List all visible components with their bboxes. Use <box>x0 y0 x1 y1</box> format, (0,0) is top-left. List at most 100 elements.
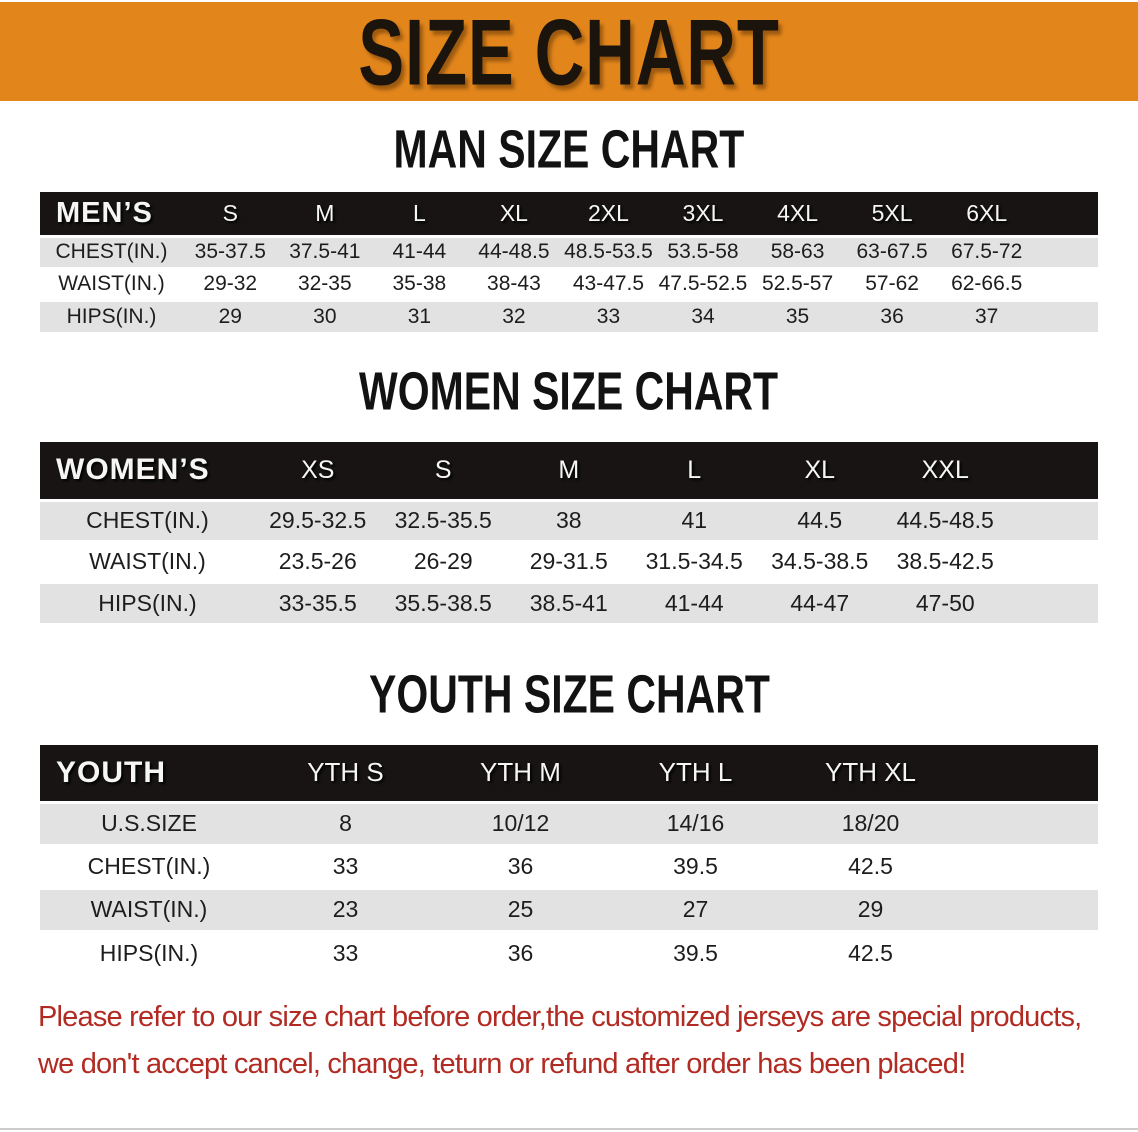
size-value: 23 <box>332 896 359 922</box>
size-value: 43-47.5 <box>572 272 645 295</box>
row-label: HIPS(IN.) <box>98 589 197 616</box>
row-spacer <box>1034 268 1098 300</box>
size-value: 37.5-41 <box>289 240 361 263</box>
column-header: XL <box>804 455 836 484</box>
header-spacer <box>1034 192 1098 236</box>
size-value: 33 <box>332 939 359 966</box>
footer-line-1: Please refer to our size chart before or… <box>38 1001 1082 1033</box>
size-value: 47.5-52.5 <box>658 272 748 295</box>
row-label: CHEST(IN.) <box>87 853 211 879</box>
size-value: 29 <box>218 304 242 328</box>
size-value: 63-67.5 <box>856 240 928 263</box>
size-value: 29-31.5 <box>529 548 608 574</box>
size-value: 36 <box>507 939 534 966</box>
column-header: 5XL <box>871 199 913 226</box>
size-value: 34.5-38.5 <box>771 548 869 574</box>
column-header: YTH M <box>480 757 561 788</box>
column-header: YTH XL <box>824 757 917 788</box>
size-value: 67.5-72 <box>951 240 1023 263</box>
size-value: 31 <box>407 304 432 328</box>
column-header: L <box>687 455 702 484</box>
section-heading-mens: MAN SIZE CHART <box>0 118 1138 180</box>
column-header: XS <box>301 455 335 484</box>
size-value: 8 <box>339 810 352 836</box>
row-spacer <box>1008 541 1098 582</box>
size-value: 38.5-41 <box>529 589 608 616</box>
column-header: XXL <box>921 455 969 484</box>
size-value: 14/16 <box>666 810 725 836</box>
size-value: 18/20 <box>841 810 900 836</box>
size-value: 33 <box>332 853 359 879</box>
size-value: 32-35 <box>297 272 352 295</box>
table-row: HIPS(IN.) 33-35.5 35.5-38.5 38.5-41 41-44 44-… <box>40 582 1098 623</box>
size-value: 10/12 <box>491 810 550 836</box>
size-value: 27 <box>682 896 709 922</box>
size-value: 23.5-26 <box>278 548 357 574</box>
section-womens: WOMEN SIZE CHART WOMEN’S XS S M L XL XXL CHEST(I… <box>0 360 1138 623</box>
size-value: 39.5 <box>673 939 718 966</box>
column-header: 3XL <box>682 199 724 226</box>
column-header: XL <box>499 199 528 226</box>
section-heading-text: WOMEN SIZE CHART <box>359 360 779 422</box>
size-value: 29 <box>857 896 884 922</box>
footer-line-2: we don't accept cancel, change, teturn o… <box>38 1048 966 1080</box>
table-row: CHEST(IN.) 35-37.5 37.5-41 41-44 44-48.5 48.5… <box>40 236 1098 268</box>
size-value: 33 <box>596 304 621 328</box>
table-row: WAIST(IN.) 23.5-26 26-29 29-31.5 31.5-34.5 34… <box>40 541 1098 582</box>
column-header: L <box>412 199 426 226</box>
column-header: M <box>315 199 335 226</box>
row-spacer <box>958 888 1098 931</box>
column-header: S <box>434 455 452 484</box>
bottom-divider <box>0 1128 1138 1130</box>
header-row: MEN’S S M L XL 2XL 3XL 4XL 5XL 6XL <box>40 192 1098 236</box>
size-value: 34 <box>691 304 715 328</box>
size-value: 44.5 <box>797 507 843 533</box>
size-value: 41 <box>681 507 708 533</box>
size-value: 62-66.5 <box>951 272 1023 295</box>
size-value: 57-62 <box>865 272 919 295</box>
row-spacer <box>1034 236 1098 268</box>
mens-size-table: MEN’S S M L XL 2XL 3XL 4XL 5XL 6XL CHEST(IN.) 35-37… <box>40 192 1098 332</box>
size-value: 33-35.5 <box>278 589 357 616</box>
size-value: 47-50 <box>915 589 975 616</box>
table-row: CHEST(IN.) 29.5-32.5 32.5-35.5 38 41 44.5 44.5… <box>40 500 1098 541</box>
size-value: 29-32 <box>203 272 258 295</box>
table-row: CHEST(IN.) 33 36 39.5 42.5 <box>40 845 1098 888</box>
row-label: WAIST(IN.) <box>58 272 165 295</box>
size-value: 35-37.5 <box>194 240 266 263</box>
size-value: 36 <box>507 853 534 879</box>
group-label: WOMEN’S <box>56 453 210 487</box>
section-heading-text: MAN SIZE CHART <box>393 118 745 180</box>
group-label: MEN’S <box>56 196 153 229</box>
table-row: HIPS(IN.) 33 36 39.5 42.5 <box>40 931 1098 974</box>
column-header: S <box>222 199 238 226</box>
row-spacer <box>958 931 1098 974</box>
column-header: 2XL <box>587 199 629 226</box>
row-label: HIPS(IN.) <box>99 939 199 966</box>
row-spacer <box>958 845 1098 888</box>
size-value: 31.5-34.5 <box>645 548 743 574</box>
column-header: YTH L <box>658 757 733 788</box>
row-label: WAIST(IN.) <box>90 896 208 922</box>
size-value: 48.5-53.5 <box>564 240 653 263</box>
section-heading-youth: YOUTH SIZE CHART <box>0 667 1138 721</box>
header-spacer <box>1008 442 1098 500</box>
group-label: YOUTH <box>56 755 166 789</box>
size-value: 58-63 <box>770 240 825 263</box>
youth-size-table: YOUTH YTH S YTH M YTH L YTH XL U.S.SIZE 8 10/12… <box>40 745 1098 974</box>
size-value: 35-38 <box>392 272 447 295</box>
size-value: 44.5-48.5 <box>896 507 994 533</box>
size-value: 37 <box>975 304 999 328</box>
table-row: WAIST(IN.) 29-32 32-35 35-38 38-43 43-47.5 47.… <box>40 268 1098 300</box>
row-spacer <box>1008 500 1098 541</box>
header-row: WOMEN’S XS S M L XL XXL <box>40 442 1098 500</box>
section-youth: YOUTH SIZE CHART YOUTH YTH S YTH M YTH L YTH … <box>0 667 1138 974</box>
size-value: 39.5 <box>673 853 718 879</box>
size-value: 42.5 <box>848 939 893 966</box>
row-label: CHEST(IN.) <box>86 507 209 533</box>
row-label: U.S.SIZE <box>101 810 197 836</box>
size-value: 42.5 <box>848 853 893 879</box>
header-row: YOUTH YTH S YTH M YTH L YTH XL <box>40 745 1098 802</box>
table-row: U.S.SIZE 8 10/12 14/16 18/20 <box>40 802 1098 845</box>
